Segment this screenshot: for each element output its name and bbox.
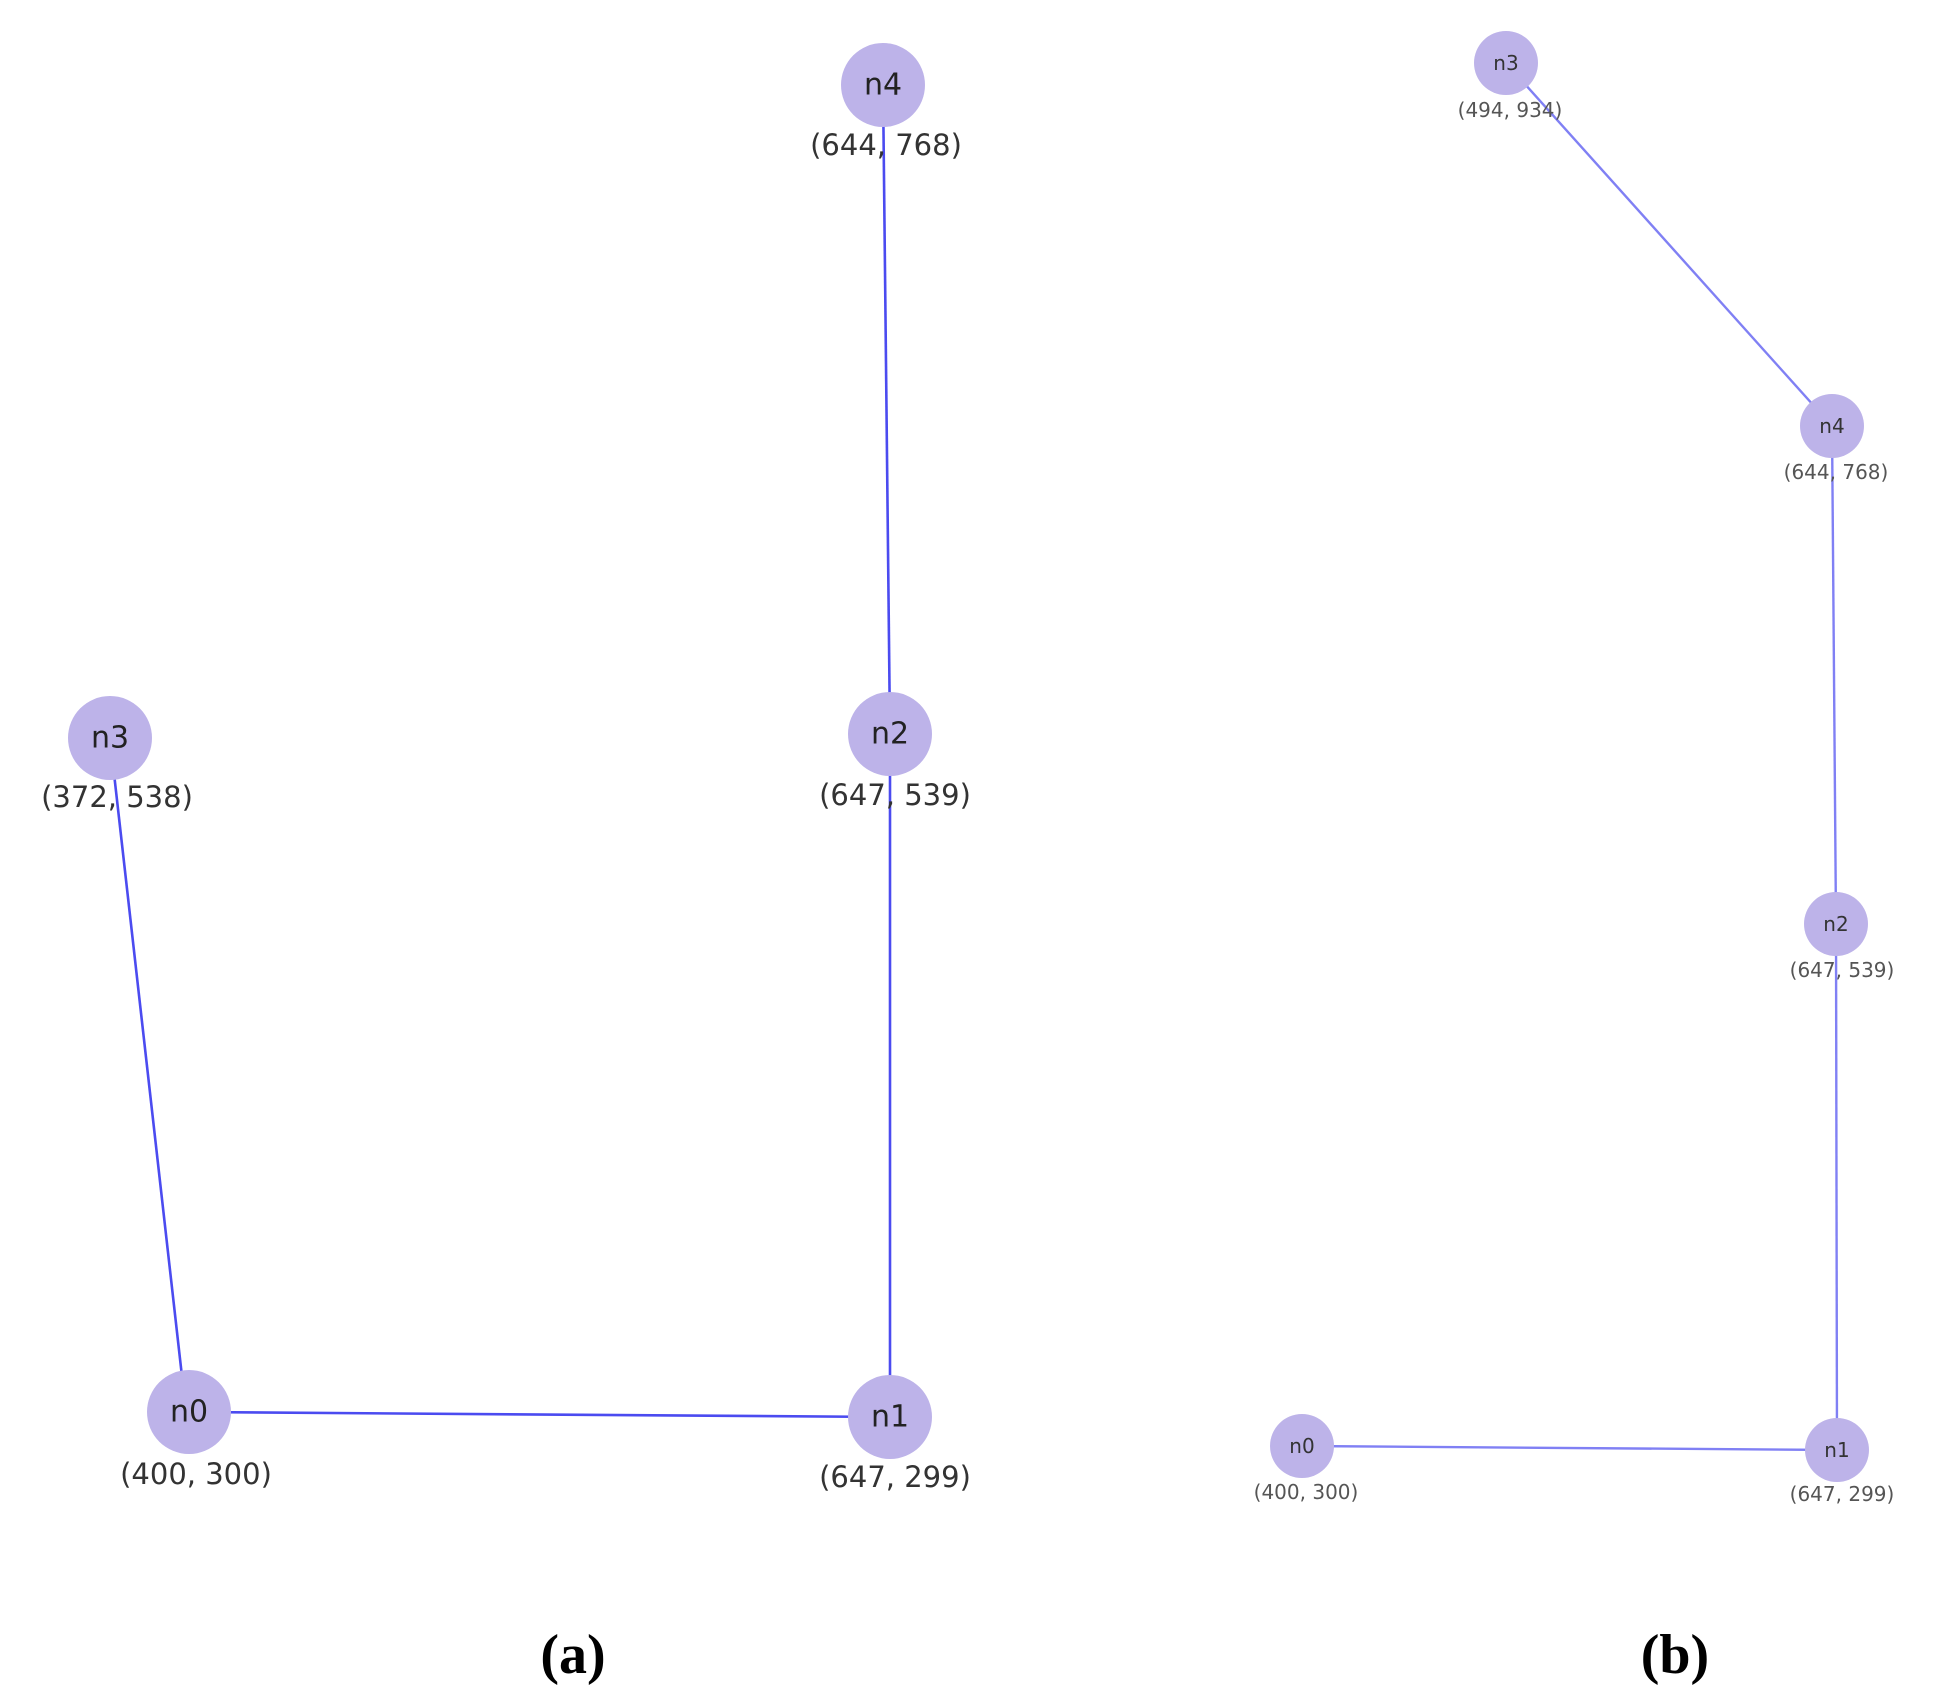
panel-b: n3 (494, 934) n4 (644, 768) n2 (647, 539…: [1254, 31, 1895, 1686]
node-coord-n0: (400, 300): [1254, 1480, 1359, 1504]
panel-caption-b: (b): [1641, 1624, 1709, 1686]
node-coord-n4: (644, 768): [810, 128, 962, 162]
node-label-n1: n1: [871, 1400, 909, 1435]
node-label-n0: n0: [1289, 1434, 1314, 1458]
edge-n3-n0: [108, 737, 188, 1413]
node-coord-n4: (644, 768): [1784, 460, 1889, 484]
edge-n4-n3: [1505, 62, 1833, 427]
node-n4[interactable]: [1800, 394, 1864, 458]
node-coord-n1: (647, 299): [1790, 1482, 1895, 1506]
node-coord-n2: (647, 539): [1790, 958, 1895, 982]
node-n4[interactable]: [841, 43, 925, 127]
node-label-n0: n0: [170, 1395, 208, 1430]
node-n2[interactable]: [848, 692, 932, 776]
node-label-n2: n2: [871, 717, 909, 752]
panel-a: n4 (644, 768) n2 (647, 539) n3 (372, 538…: [41, 43, 971, 1686]
node-label-n4: n4: [1819, 414, 1844, 438]
edge-n0-n1: [1301, 1444, 1838, 1452]
node-coord-n3: (494, 934): [1458, 98, 1563, 122]
node-n1[interactable]: [848, 1375, 932, 1459]
node-coord-n1: (647, 299): [819, 1460, 971, 1494]
node-n3[interactable]: [68, 696, 152, 780]
node-label-n3: n3: [1493, 51, 1518, 75]
node-label-n2: n2: [1823, 912, 1848, 936]
node-label-n4: n4: [864, 68, 902, 103]
node-n1[interactable]: [1805, 1418, 1869, 1482]
edge-n2-n4: [881, 84, 892, 735]
node-n0[interactable]: [147, 1370, 231, 1454]
node-label-n3: n3: [91, 721, 129, 756]
node-coord-n0: (400, 300): [120, 1457, 272, 1491]
edge-n2-n4: [1830, 425, 1838, 925]
edge-n1-n2: [1834, 923, 1839, 1451]
node-n3[interactable]: [1474, 31, 1538, 95]
node-coord-n3: (372, 538): [41, 780, 193, 814]
edge-n0-n1: [188, 1410, 891, 1419]
node-n0[interactable]: [1270, 1414, 1334, 1478]
panel-caption-a: (a): [540, 1624, 605, 1686]
node-n2[interactable]: [1804, 892, 1868, 956]
node-coord-n2: (647, 539): [819, 778, 971, 812]
node-label-n1: n1: [1824, 1438, 1849, 1462]
